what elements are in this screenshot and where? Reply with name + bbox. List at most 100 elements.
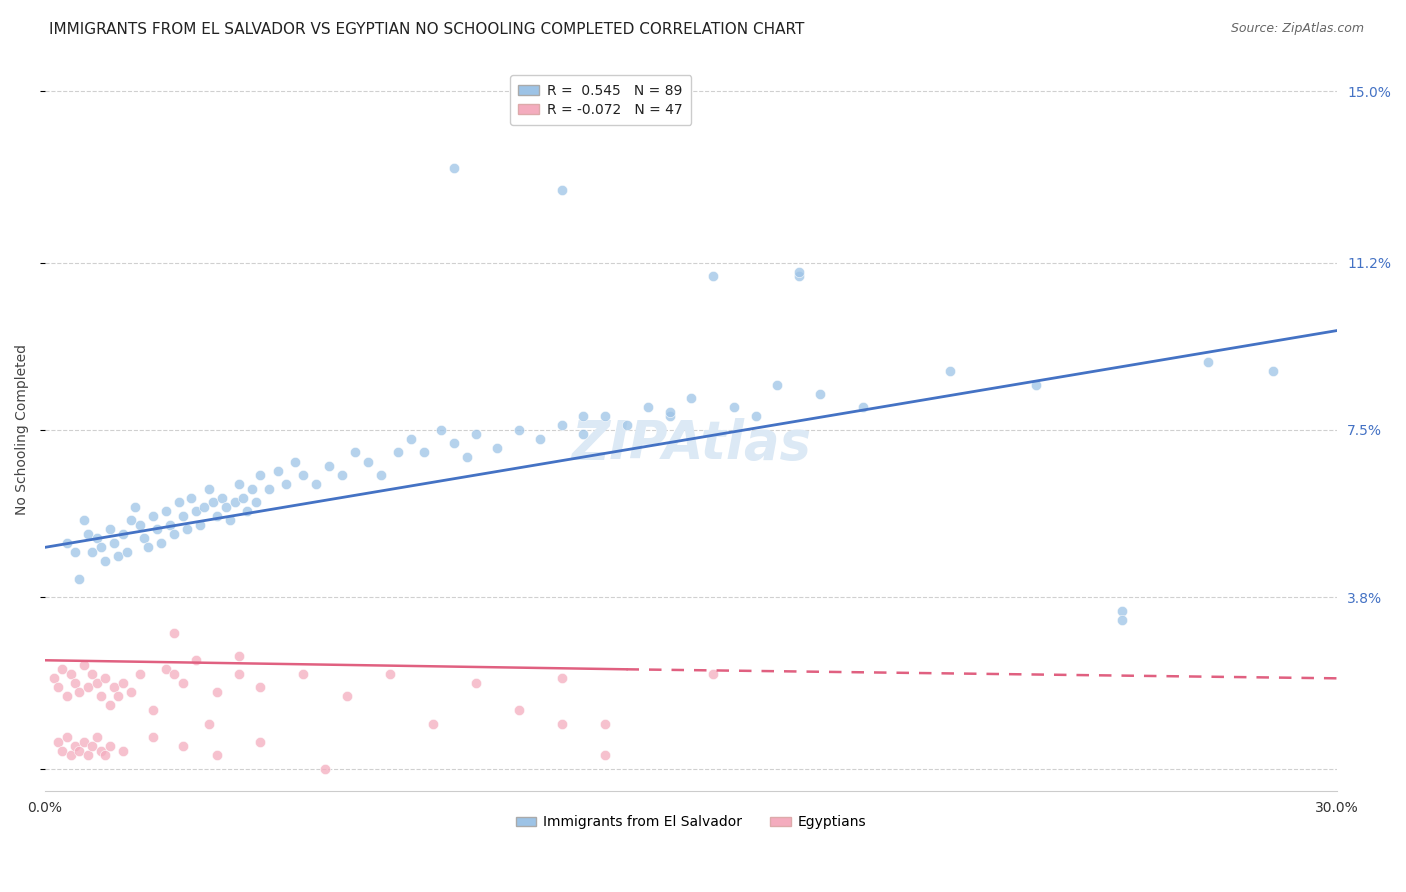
Point: [211, 491, 233, 505]
Point: [124, 500, 146, 514]
Point: [508, 423, 530, 437]
Text: ZIPAtlas: ZIPAtlas: [571, 418, 811, 470]
Point: [551, 184, 574, 198]
Point: [94, 748, 117, 763]
Point: [73, 657, 96, 672]
Point: [658, 405, 681, 419]
Point: [86, 531, 108, 545]
Point: [107, 549, 129, 564]
Point: [77, 526, 100, 541]
Point: [232, 491, 254, 505]
Point: [787, 269, 810, 284]
Point: [378, 666, 401, 681]
Point: [155, 662, 177, 676]
Point: [808, 386, 831, 401]
Point: [938, 364, 960, 378]
Point: [184, 504, 207, 518]
Point: [305, 477, 328, 491]
Point: [167, 495, 190, 509]
Point: [572, 427, 595, 442]
Point: [228, 666, 250, 681]
Point: [464, 676, 486, 690]
Point: [111, 676, 134, 690]
Point: [766, 377, 789, 392]
Point: [128, 517, 150, 532]
Point: [197, 716, 219, 731]
Point: [86, 730, 108, 744]
Point: [702, 269, 724, 284]
Point: [508, 703, 530, 717]
Point: [207, 748, 229, 763]
Point: [330, 468, 353, 483]
Point: [142, 703, 165, 717]
Point: [150, 536, 173, 550]
Point: [228, 477, 250, 491]
Point: [236, 504, 259, 518]
Point: [318, 458, 340, 473]
Point: [184, 653, 207, 667]
Point: [593, 716, 616, 731]
Point: [42, 671, 65, 685]
Point: [224, 495, 246, 509]
Point: [142, 508, 165, 523]
Point: [551, 418, 574, 433]
Point: [249, 734, 271, 748]
Point: [616, 418, 638, 433]
Point: [67, 685, 90, 699]
Point: [387, 445, 409, 459]
Point: [107, 690, 129, 704]
Point: [120, 513, 142, 527]
Point: [159, 517, 181, 532]
Point: [55, 536, 77, 550]
Point: [111, 526, 134, 541]
Point: [787, 265, 810, 279]
Point: [120, 685, 142, 699]
Point: [249, 468, 271, 483]
Point: [51, 662, 73, 676]
Point: [180, 491, 202, 505]
Point: [219, 513, 242, 527]
Point: [357, 454, 380, 468]
Point: [82, 739, 104, 753]
Point: [292, 666, 315, 681]
Point: [67, 572, 90, 586]
Point: [249, 681, 271, 695]
Point: [422, 716, 444, 731]
Point: [172, 676, 194, 690]
Point: [172, 739, 194, 753]
Point: [745, 409, 768, 424]
Point: [197, 482, 219, 496]
Point: [163, 526, 186, 541]
Point: [245, 495, 267, 509]
Point: [90, 690, 112, 704]
Point: [1025, 377, 1047, 392]
Point: [314, 762, 336, 776]
Point: [207, 685, 229, 699]
Point: [63, 739, 86, 753]
Text: IMMIGRANTS FROM EL SALVADOR VS EGYPTIAN NO SCHOOLING COMPLETED CORRELATION CHART: IMMIGRANTS FROM EL SALVADOR VS EGYPTIAN …: [49, 22, 804, 37]
Point: [86, 676, 108, 690]
Point: [155, 504, 177, 518]
Point: [82, 666, 104, 681]
Point: [103, 681, 125, 695]
Point: [430, 423, 453, 437]
Point: [637, 401, 659, 415]
Point: [852, 401, 875, 415]
Point: [138, 541, 160, 555]
Point: [413, 445, 436, 459]
Point: [257, 482, 280, 496]
Point: [593, 748, 616, 763]
Point: [98, 739, 121, 753]
Point: [59, 666, 82, 681]
Point: [456, 450, 478, 464]
Point: [46, 681, 69, 695]
Legend: Immigrants from El Salvador, Egyptians: Immigrants from El Salvador, Egyptians: [510, 810, 872, 835]
Point: [103, 536, 125, 550]
Point: [146, 522, 169, 536]
Point: [1197, 355, 1219, 369]
Point: [443, 161, 465, 175]
Point: [284, 454, 307, 468]
Point: [82, 545, 104, 559]
Point: [335, 690, 357, 704]
Point: [1111, 613, 1133, 627]
